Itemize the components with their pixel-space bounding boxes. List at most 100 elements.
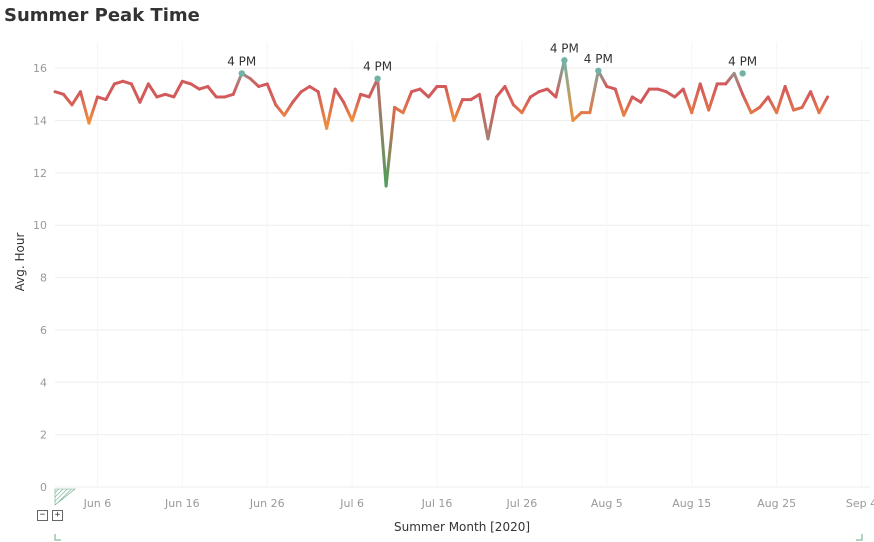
x-axis-title: Summer Month [2020] [394, 520, 530, 534]
line-segment[interactable] [630, 95, 643, 104]
line-segment[interactable] [690, 82, 702, 115]
x-gridlines [96, 42, 863, 487]
line-segment[interactable] [494, 85, 507, 99]
zero-band-marker [54, 488, 76, 506]
line-segment[interactable] [342, 100, 354, 123]
peak-point[interactable] [739, 70, 746, 77]
line-segment[interactable] [274, 103, 286, 117]
line-segment[interactable] [325, 87, 337, 130]
x-tick-label: Aug 5 [591, 497, 623, 510]
y-tick-label: 16 [33, 62, 47, 75]
line-segment[interactable] [282, 100, 295, 117]
line-segment[interactable] [333, 87, 346, 104]
y-axis-title: Avg. Hour [13, 233, 27, 292]
line-segment[interactable] [350, 92, 363, 123]
line-segment[interactable] [664, 90, 677, 99]
line-segment[interactable] [308, 85, 320, 94]
line-segment[interactable] [520, 95, 532, 115]
line-segment[interactable] [528, 90, 541, 99]
line-segment[interactable] [265, 82, 278, 107]
series-line[interactable] [53, 58, 830, 188]
peak-label: 4 PM [728, 54, 757, 68]
line-segment[interactable] [775, 85, 787, 115]
x-tick-label: Aug 15 [672, 497, 711, 510]
line-segment[interactable] [554, 58, 566, 99]
zero-band-hatch [54, 488, 76, 506]
line-segment[interactable] [316, 90, 329, 130]
line-segment[interactable] [401, 90, 414, 115]
line-segment[interactable] [189, 82, 201, 91]
line-segment[interactable] [78, 90, 91, 125]
zoom-in-button[interactable]: + [52, 510, 63, 521]
line-segment[interactable] [673, 87, 685, 99]
line-segment[interactable] [87, 95, 99, 125]
line-segment[interactable] [503, 85, 515, 107]
line-segment[interactable] [129, 82, 142, 104]
line-segment[interactable] [146, 82, 159, 99]
peak-label: 4 PM [584, 52, 613, 66]
line-segment[interactable] [291, 90, 303, 104]
line-segment[interactable] [61, 92, 74, 107]
line-segment[interactable] [681, 87, 694, 115]
line-segment[interactable] [783, 85, 796, 112]
frame-corners [54, 534, 863, 541]
line-segment[interactable] [477, 92, 490, 141]
line-segment[interactable] [206, 85, 218, 99]
zoom-out-button[interactable]: − [37, 510, 48, 521]
line-segment[interactable] [376, 77, 388, 188]
line-segment[interactable] [70, 90, 82, 107]
line-segment[interactable] [393, 105, 405, 115]
x-tick-label: Jun 26 [249, 497, 285, 510]
line-segment[interactable] [138, 82, 150, 104]
y-tick-label: 6 [40, 324, 47, 337]
line-segment[interactable] [588, 69, 600, 115]
line-segment[interactable] [545, 87, 558, 99]
line-segment[interactable] [384, 105, 397, 188]
chart-title: Summer Peak Time [4, 5, 200, 26]
line-segment[interactable] [571, 111, 583, 123]
line-segment[interactable] [698, 82, 711, 112]
x-tick-label: Aug 25 [757, 497, 796, 510]
line-segment[interactable] [511, 103, 524, 115]
line-segment[interactable] [724, 71, 736, 86]
line-segment[interactable] [444, 85, 456, 123]
line-segment[interactable] [486, 95, 498, 141]
line-segment[interactable] [758, 95, 770, 109]
gridlines [55, 67, 870, 488]
line-segment[interactable] [231, 71, 244, 96]
x-tick-label: Jul 26 [506, 497, 538, 510]
annotation-labels: 4 PM 4 PM 4 PM 4 PM 4 PM [227, 41, 757, 73]
line-segment[interactable] [104, 82, 116, 102]
x-tick-label: Jun 16 [164, 497, 200, 510]
y-tick-label: 0 [40, 481, 47, 494]
line-segment[interactable] [613, 87, 626, 117]
line-segment[interactable] [452, 98, 464, 123]
peak-point[interactable] [374, 75, 381, 82]
y-tick-labels: 0 2 4 6 8 10 12 14 16 [33, 62, 47, 494]
x-tick-label: Sep 4 [846, 497, 874, 510]
line-segment[interactable] [749, 105, 762, 115]
line-segment[interactable] [817, 95, 830, 115]
line-segment[interactable] [367, 77, 380, 99]
line-segment[interactable] [800, 90, 813, 109]
line-segment[interactable] [469, 92, 481, 102]
line-segment[interactable] [707, 82, 719, 112]
peak-point[interactable] [561, 57, 568, 64]
y-tick-label: 14 [33, 115, 47, 128]
peak-point[interactable] [238, 70, 245, 77]
line-segment[interactable] [299, 85, 312, 94]
peak-point[interactable] [595, 67, 602, 74]
line-segment[interactable] [562, 58, 575, 123]
y-tick-label: 10 [33, 219, 47, 232]
line-segment[interactable] [248, 77, 261, 88]
line-segment[interactable] [741, 92, 753, 115]
line-segment[interactable] [172, 79, 184, 99]
line-segment[interactable] [427, 85, 439, 99]
line-segment[interactable] [732, 71, 745, 96]
annotation-points[interactable] [238, 57, 746, 82]
line-segment[interactable] [639, 87, 651, 104]
line-segment[interactable] [809, 90, 821, 115]
line-segment[interactable] [418, 87, 431, 99]
line-segment[interactable] [766, 95, 779, 115]
line-segment[interactable] [622, 95, 634, 117]
